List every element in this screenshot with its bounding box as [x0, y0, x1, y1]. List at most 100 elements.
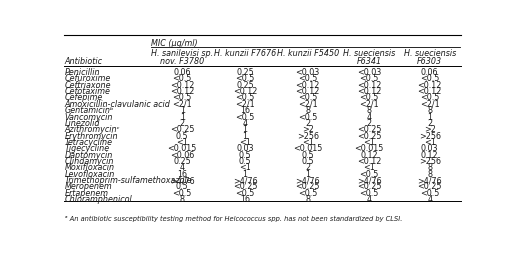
- Text: 0.06: 0.06: [421, 68, 438, 77]
- Text: Ceftriaxone: Ceftriaxone: [65, 81, 111, 90]
- Text: <0.5: <0.5: [359, 170, 379, 179]
- Text: <2/1: <2/1: [173, 100, 192, 109]
- Text: 2: 2: [305, 163, 310, 172]
- Text: <0.5: <0.5: [420, 74, 439, 83]
- Text: <0.06: <0.06: [170, 151, 195, 160]
- Text: F6341: F6341: [356, 57, 382, 66]
- Text: 1: 1: [243, 170, 248, 179]
- Text: 4: 4: [367, 113, 372, 121]
- Text: 8: 8: [427, 170, 432, 179]
- Text: <0.015: <0.015: [167, 144, 197, 153]
- Text: Clindamycin: Clindamycin: [65, 157, 114, 166]
- Text: H. sueciensis: H. sueciensis: [403, 49, 456, 58]
- Text: 8: 8: [367, 106, 372, 115]
- Text: Meropenem: Meropenem: [65, 182, 113, 192]
- Text: 1: 1: [243, 125, 248, 134]
- Text: <0.12: <0.12: [233, 87, 258, 96]
- Text: >4/76: >4/76: [357, 176, 381, 185]
- Text: Tigecycline: Tigecycline: [65, 144, 110, 153]
- Text: <1: <1: [176, 138, 188, 147]
- Text: 0.5: 0.5: [302, 151, 314, 160]
- Text: Vancomycin: Vancomycin: [65, 113, 113, 121]
- Text: H. sueciensis: H. sueciensis: [343, 49, 395, 58]
- Text: Levofloxacin: Levofloxacin: [65, 170, 115, 179]
- Text: Trimethoprim-sulfamethoxazole: Trimethoprim-sulfamethoxazole: [65, 176, 193, 185]
- Text: H. sanilevisi sp.: H. sanilevisi sp.: [151, 49, 214, 58]
- Text: Daptomycin: Daptomycin: [65, 151, 113, 160]
- Text: 0.03: 0.03: [421, 144, 438, 153]
- Text: 1: 1: [427, 113, 432, 121]
- Text: 8: 8: [427, 106, 432, 115]
- Text: <0.5: <0.5: [298, 189, 317, 198]
- Text: 0.5: 0.5: [176, 132, 188, 141]
- Text: <2/1: <2/1: [420, 100, 439, 109]
- Text: <0.25: <0.25: [357, 125, 381, 134]
- Text: >256: >256: [419, 157, 441, 166]
- Text: <0.25: <0.25: [233, 182, 258, 192]
- Text: 0.25: 0.25: [236, 81, 254, 90]
- Text: <0.5: <0.5: [359, 93, 379, 102]
- Text: <0.5: <0.5: [236, 189, 255, 198]
- Text: >2: >2: [424, 125, 436, 134]
- Text: 8: 8: [305, 106, 310, 115]
- Text: <0.03: <0.03: [295, 68, 320, 77]
- Text: F6303: F6303: [417, 57, 442, 66]
- Text: <2/1: <2/1: [236, 100, 255, 109]
- Text: >256: >256: [296, 132, 318, 141]
- Text: <0.5: <0.5: [298, 74, 317, 83]
- Text: >4/76: >4/76: [170, 176, 195, 185]
- Text: Tetracycline: Tetracycline: [65, 138, 113, 147]
- Text: <0.5: <0.5: [236, 93, 255, 102]
- Text: Moxifloxacin: Moxifloxacin: [65, 163, 115, 172]
- Text: <1: <1: [364, 163, 375, 172]
- Text: <0.25: <0.25: [295, 182, 320, 192]
- Text: <1: <1: [239, 163, 251, 172]
- Text: <0.25: <0.25: [417, 182, 442, 192]
- Text: 4: 4: [243, 119, 248, 128]
- Text: 1: 1: [180, 106, 185, 115]
- Text: ᵃ An antibiotic susceptibility testing method for Helcococcus spp. has not been : ᵃ An antibiotic susceptibility testing m…: [65, 216, 402, 222]
- Text: 16: 16: [177, 170, 187, 179]
- Text: 2: 2: [180, 119, 185, 128]
- Text: <0.12: <0.12: [417, 81, 442, 90]
- Text: Linezolid: Linezolid: [65, 119, 100, 128]
- Text: Azithromycinᶜ: Azithromycinᶜ: [65, 125, 120, 134]
- Text: <0.12: <0.12: [295, 87, 320, 96]
- Text: 1: 1: [305, 170, 310, 179]
- Text: <0.015: <0.015: [354, 144, 384, 153]
- Text: <0.12: <0.12: [357, 81, 381, 90]
- Text: <0.015: <0.015: [293, 144, 323, 153]
- Text: Chloramphenicol: Chloramphenicol: [65, 195, 133, 204]
- Text: H. kunzii F5450: H. kunzii F5450: [276, 49, 339, 58]
- Text: 8: 8: [305, 195, 310, 204]
- Text: <0.5: <0.5: [298, 113, 317, 121]
- Text: <0.5: <0.5: [420, 189, 439, 198]
- Text: Penicillin: Penicillin: [65, 68, 100, 77]
- Text: 0.5: 0.5: [176, 182, 188, 192]
- Text: <0.5: <0.5: [173, 74, 192, 83]
- Text: Cefotaxime: Cefotaxime: [65, 87, 111, 96]
- Text: Gentamicinᵇ: Gentamicinᵇ: [65, 106, 114, 115]
- Text: 2: 2: [305, 119, 310, 128]
- Text: <0.5: <0.5: [298, 93, 317, 102]
- Text: Antibiotic: Antibiotic: [65, 57, 103, 66]
- Text: >4/76: >4/76: [233, 176, 258, 185]
- Text: 4: 4: [367, 195, 372, 204]
- Text: <0.12: <0.12: [170, 81, 195, 90]
- Text: 2: 2: [427, 119, 432, 128]
- Text: 0.25: 0.25: [174, 157, 191, 166]
- Text: 4: 4: [427, 195, 432, 204]
- Text: <0.25: <0.25: [170, 125, 195, 134]
- Text: 16: 16: [240, 106, 250, 115]
- Text: 0.06: 0.06: [174, 68, 191, 77]
- Text: H. kunzii F7676: H. kunzii F7676: [214, 49, 276, 58]
- Text: >4/76: >4/76: [417, 176, 442, 185]
- Text: <0.12: <0.12: [417, 87, 442, 96]
- Text: <0.12: <0.12: [357, 157, 381, 166]
- Text: 4: 4: [180, 163, 185, 172]
- Text: >4/76: >4/76: [295, 176, 320, 185]
- Text: 0.25: 0.25: [236, 68, 254, 77]
- Text: 1: 1: [180, 113, 185, 121]
- Text: >256: >256: [419, 132, 441, 141]
- Text: >2: >2: [302, 125, 313, 134]
